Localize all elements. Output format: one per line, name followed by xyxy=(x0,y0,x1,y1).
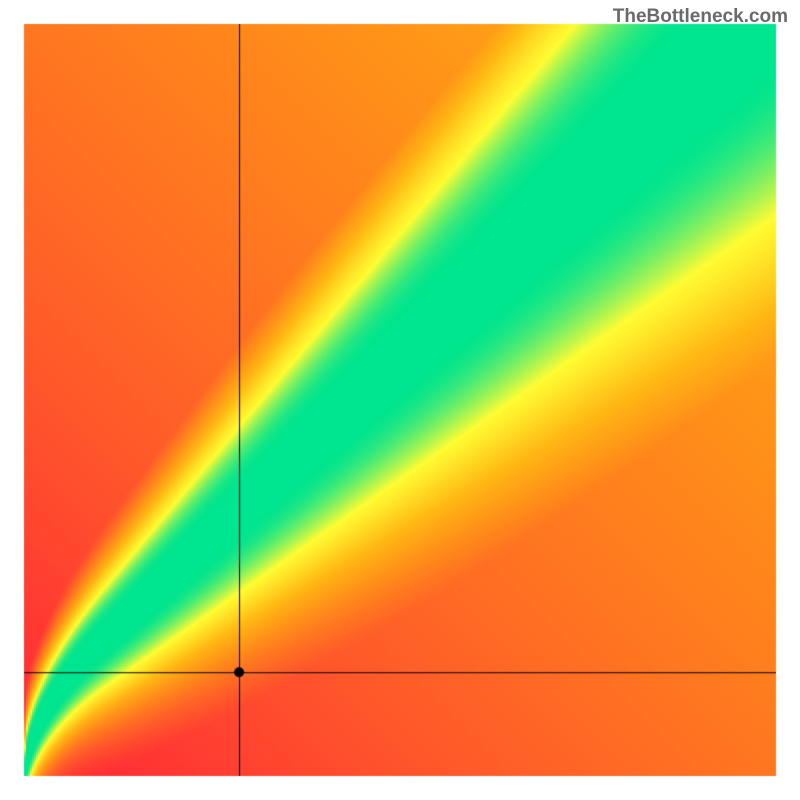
bottleneck-heatmap xyxy=(0,0,800,800)
chart-container: TheBottleneck.com xyxy=(0,0,800,800)
watermark-text: TheBottleneck.com xyxy=(613,6,788,28)
